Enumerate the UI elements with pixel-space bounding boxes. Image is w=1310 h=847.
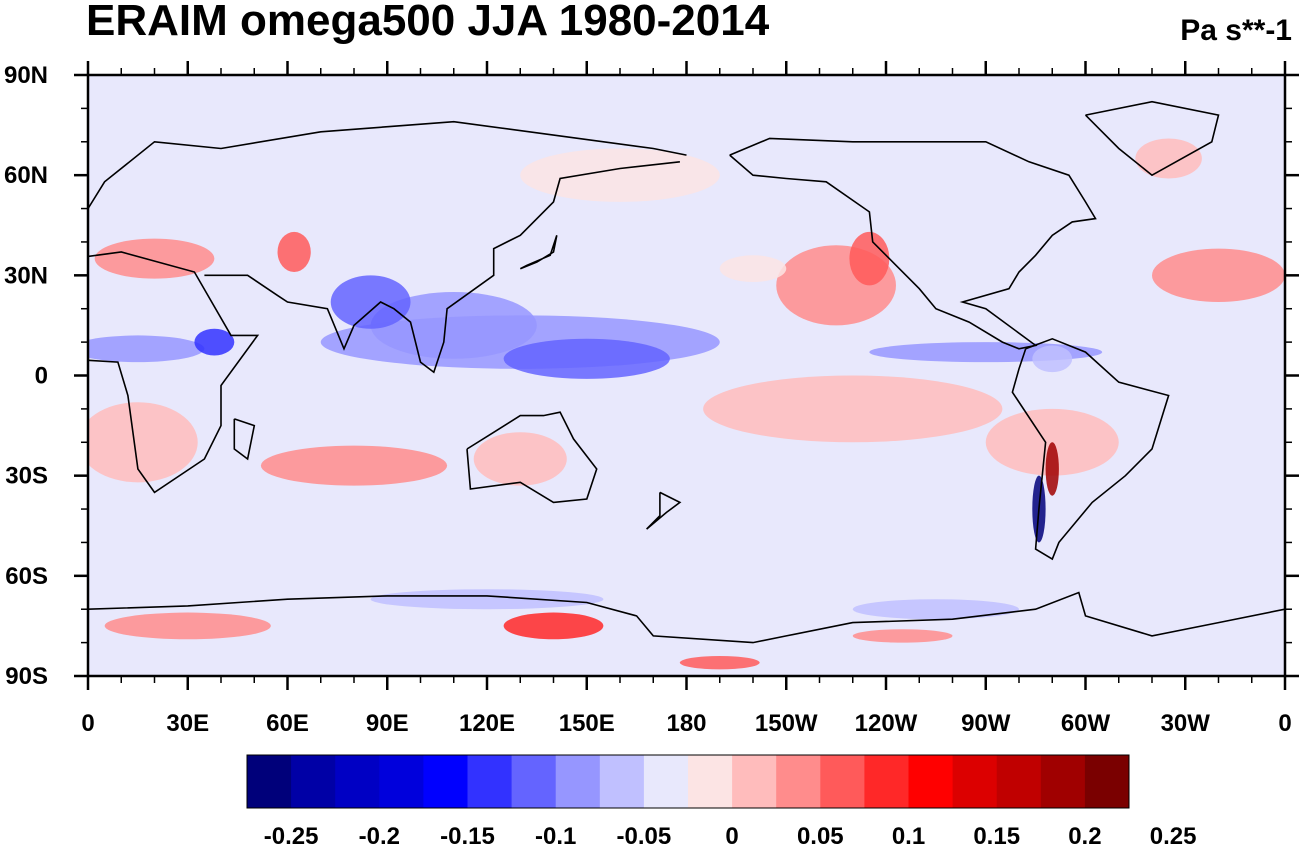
colorbar-swatch bbox=[776, 755, 821, 808]
field-region bbox=[852, 599, 1019, 620]
x-tick-label: 180 bbox=[666, 710, 706, 737]
omega-field-layer bbox=[88, 138, 1285, 670]
y-tick-label: 90N bbox=[4, 62, 48, 89]
x-tick-label: 60E bbox=[266, 710, 309, 737]
field-region bbox=[852, 629, 953, 643]
field-region bbox=[370, 292, 537, 359]
colorbar-label: 0 bbox=[725, 823, 738, 847]
y-tick-label: 60S bbox=[5, 563, 48, 590]
x-tick-label: 30E bbox=[166, 710, 209, 737]
colorbar-swatch bbox=[423, 755, 468, 808]
colorbar-swatch bbox=[555, 755, 601, 808]
field-region bbox=[1032, 345, 1073, 373]
field-region bbox=[703, 375, 1003, 443]
coastline bbox=[88, 251, 260, 494]
coastline bbox=[729, 137, 1097, 350]
colorbar-swatch bbox=[688, 755, 733, 808]
x-tick-label: 120E bbox=[459, 710, 515, 737]
field-region bbox=[260, 445, 448, 486]
coastline-layer bbox=[88, 100, 1285, 644]
field-region bbox=[94, 238, 215, 279]
colorbar-label: 0.25 bbox=[1150, 823, 1197, 847]
field-region bbox=[88, 402, 198, 483]
coastline bbox=[1011, 337, 1170, 561]
coastline bbox=[88, 120, 687, 210]
x-tick-label: 60W bbox=[1061, 710, 1111, 737]
plot-area bbox=[86, 73, 1287, 678]
coastline bbox=[646, 491, 682, 530]
colorbar-swatch bbox=[996, 755, 1042, 808]
colorbar-swatch bbox=[599, 755, 645, 808]
y-tick-label: 60N bbox=[4, 162, 48, 189]
coastline bbox=[88, 591, 1285, 644]
colorbar-label: 0.15 bbox=[973, 823, 1020, 847]
field-region bbox=[194, 328, 235, 356]
colorbar-swatch bbox=[247, 755, 292, 808]
field-region bbox=[330, 275, 411, 329]
x-tick-label: 150E bbox=[559, 710, 615, 737]
field-region bbox=[503, 338, 670, 379]
colorbar-swatch bbox=[335, 755, 380, 808]
x-tick-label: 90W bbox=[961, 710, 1011, 737]
coastline bbox=[466, 411, 598, 504]
field-region bbox=[719, 255, 787, 283]
y-tick-label: 0 bbox=[35, 363, 48, 390]
x-tick-label: 30W bbox=[1161, 710, 1211, 737]
colorbar-swatch bbox=[952, 755, 998, 808]
field-region bbox=[1045, 442, 1059, 496]
colorbar-label: -0.15 bbox=[440, 823, 495, 847]
x-tick-label: 0 bbox=[1278, 710, 1291, 737]
coastline bbox=[204, 161, 680, 374]
coastline bbox=[519, 235, 558, 270]
field-region bbox=[473, 432, 567, 486]
field-region bbox=[679, 655, 760, 670]
field-region bbox=[849, 231, 890, 286]
colorbar-swatch bbox=[511, 755, 557, 808]
colorbar-frame bbox=[246, 754, 1130, 809]
colorbar-label: -0.25 bbox=[264, 823, 319, 847]
axes: 0 30E 60E 90E 120E 150E 180 150W 120W 90W 60W 30W 0 9… bbox=[4, 61, 1299, 737]
colorbar-swatch bbox=[908, 755, 954, 808]
x-tick-label: 150W bbox=[755, 710, 818, 737]
colorbar-label: -0.2 bbox=[359, 823, 400, 847]
y-tick-label: 30N bbox=[4, 262, 48, 289]
field-region bbox=[370, 589, 604, 610]
colorbar-swatch bbox=[467, 755, 513, 808]
colorbar-swatch bbox=[864, 755, 909, 808]
colorbar-label: 0.05 bbox=[797, 823, 844, 847]
units-label: Pa s**-1 bbox=[1180, 14, 1292, 47]
y-tick-label: 90S bbox=[5, 663, 48, 690]
colorbar-swatch bbox=[291, 755, 336, 808]
x-tick-label: 90E bbox=[366, 710, 409, 737]
colorbar-swatch bbox=[1084, 755, 1130, 808]
colorbar-label: 0.1 bbox=[892, 823, 925, 847]
colorbar-label: 0.2 bbox=[1068, 823, 1101, 847]
colorbar-swatch bbox=[379, 755, 424, 808]
y-tick-label: 30S bbox=[5, 463, 48, 490]
field-region bbox=[88, 335, 205, 363]
field-region bbox=[277, 231, 311, 272]
map-title: ERAIM omega500 JJA 1980-2014 bbox=[86, 0, 770, 45]
coastline bbox=[233, 418, 256, 461]
colorbar-swatch bbox=[643, 755, 689, 808]
field-region bbox=[1152, 248, 1285, 303]
colorbar-label: -0.1 bbox=[535, 823, 576, 847]
field-region bbox=[1135, 138, 1202, 179]
coastline bbox=[1084, 100, 1220, 177]
colorbar-label: -0.05 bbox=[617, 823, 672, 847]
field-region bbox=[985, 408, 1119, 476]
field-region bbox=[520, 148, 720, 202]
x-tick-label: 0 bbox=[81, 710, 94, 737]
colorbar-swatch bbox=[1040, 755, 1086, 808]
colorbar-swatch bbox=[820, 755, 865, 808]
x-tick-label: 120W bbox=[855, 710, 918, 737]
colorbar-swatch bbox=[732, 755, 777, 808]
field-region bbox=[104, 612, 271, 640]
field-region bbox=[503, 612, 604, 640]
colorbar: -0.25 -0.2 -0.15 -0.1 -0.05 0 0.05 0.1 0.15 0.2 0.… bbox=[246, 754, 1197, 847]
